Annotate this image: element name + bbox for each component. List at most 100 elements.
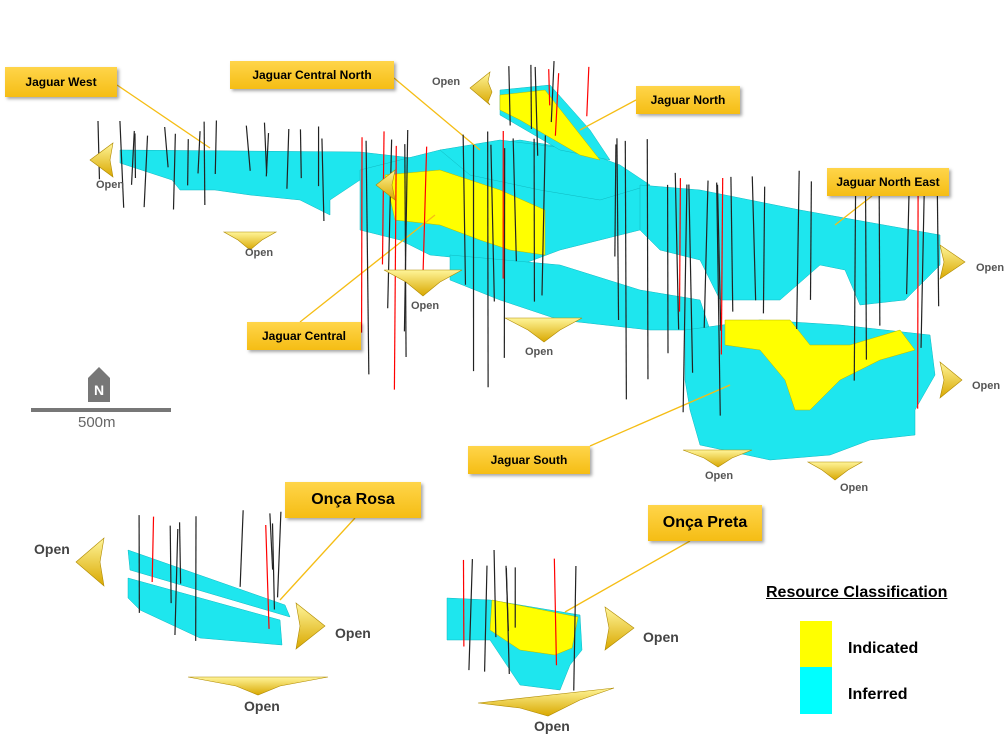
drill-hole — [245, 125, 251, 171]
legend-label-inferred: Inferred — [848, 686, 908, 703]
drill-hole — [130, 130, 135, 185]
drill-hole — [716, 184, 722, 331]
leader-onca-rosa — [279, 517, 356, 601]
open-arrow-down-icon — [682, 449, 753, 468]
drill-hole — [299, 129, 302, 179]
open-arrow-left-icon — [375, 169, 396, 201]
drill-hole — [263, 122, 268, 174]
open-arrow-right-icon — [295, 602, 326, 650]
drill-hole — [119, 120, 125, 208]
drill-hole — [616, 138, 620, 320]
drill-hole — [403, 130, 409, 332]
drill-hole — [321, 138, 325, 222]
drill-hole — [534, 66, 539, 156]
drill-hole — [678, 178, 682, 312]
drill-hole — [172, 133, 176, 210]
open-arrow-right-icon — [939, 244, 966, 280]
leader-jaguar-north — [579, 99, 637, 131]
open-arrow-down-icon — [477, 687, 615, 717]
drill-hole — [878, 184, 881, 326]
leader-jaguar-south — [589, 384, 731, 447]
open-label: Open — [976, 262, 1005, 274]
leader-jaguar-central-north — [393, 77, 481, 151]
open-arrow-down-icon — [187, 676, 329, 696]
open-label: Open — [34, 541, 70, 557]
drill-hole — [548, 69, 551, 106]
open-arrow-down-icon — [806, 461, 864, 481]
drill-hole — [505, 565, 509, 632]
onca-rosa-orebody-lower — [127, 577, 283, 646]
legend-swatch-indicated — [800, 621, 832, 667]
drill-hole — [573, 565, 577, 691]
drill-hole — [483, 565, 488, 672]
drill-hole — [751, 176, 757, 301]
open-arrow-right-icon — [939, 361, 963, 399]
open-arrow-down-icon — [504, 317, 583, 343]
drill-hole — [468, 559, 473, 671]
drill-hole — [393, 145, 397, 390]
drill-hole — [730, 176, 734, 312]
drill-hole — [178, 522, 182, 584]
drill-hole — [512, 138, 517, 262]
drill-hole — [936, 183, 940, 307]
drill-hole — [276, 511, 282, 598]
drill-hole — [553, 558, 558, 666]
drill-hole — [239, 510, 244, 587]
open-label: Open — [525, 346, 554, 358]
drill-hole — [853, 189, 857, 381]
drill-hole — [614, 144, 617, 257]
open-label: Open — [335, 625, 371, 641]
open-label: Open — [840, 482, 869, 494]
open-label: Open — [534, 718, 570, 734]
drill-hole — [214, 120, 218, 174]
label-onca-preta: Onça Preta — [648, 505, 762, 541]
open-arrow-left-icon — [75, 537, 105, 587]
drill-hole — [688, 184, 694, 373]
drill-hole — [490, 144, 495, 302]
drill-hole — [271, 523, 276, 610]
drill-hole — [864, 180, 868, 360]
drill-hole — [197, 131, 201, 174]
label-jaguar-south: Jaguar South — [468, 446, 590, 474]
drill-hole — [646, 139, 649, 380]
drill-hole — [586, 66, 590, 117]
label-jaguar-west: Jaguar West — [5, 67, 117, 97]
drill-hole — [716, 182, 721, 416]
drill-hole — [720, 178, 724, 355]
drill-hole — [164, 126, 169, 168]
drill-hole — [682, 184, 688, 413]
drill-hole — [796, 170, 800, 330]
open-arrow-down-icon — [383, 269, 463, 297]
drill-hole — [187, 139, 189, 186]
drill-hole — [554, 73, 560, 136]
drill-hole — [541, 135, 546, 296]
label-jaguar-central: Jaguar Central — [247, 322, 361, 350]
drill-hole — [462, 134, 467, 285]
open-arrow-left-icon — [469, 71, 493, 106]
drill-hole — [143, 135, 149, 208]
drill-hole — [920, 186, 925, 348]
label-jaguar-north: Jaguar North — [636, 86, 740, 114]
north-arrow-icon — [88, 367, 110, 402]
onca-rosa-orebody-upper — [127, 549, 291, 618]
label-jaguar-north-east: Jaguar North East — [827, 168, 949, 196]
drill-hole — [674, 172, 680, 330]
drill-hole — [265, 525, 270, 629]
open-label: Open — [96, 179, 125, 191]
drill-hole — [530, 64, 533, 130]
drill-hole — [286, 128, 290, 189]
drill-hole — [624, 140, 627, 400]
open-arrow-down-icon — [222, 231, 278, 251]
drill-hole — [550, 61, 555, 123]
drill-hole — [493, 549, 497, 638]
legend-title: Resource Classification — [766, 584, 948, 601]
drill-hole — [422, 146, 428, 277]
legend-swatch-inferred — [800, 667, 832, 714]
open-label: Open — [972, 380, 1001, 392]
drill-hole — [365, 140, 370, 375]
jaguar-south-indicated — [724, 319, 916, 411]
leader-jaguar-west — [116, 84, 211, 149]
open-label: Open — [705, 470, 734, 482]
